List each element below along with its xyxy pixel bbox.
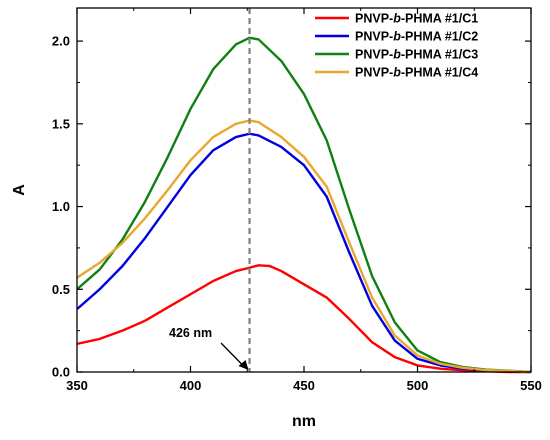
y-tick-label: 0.0	[52, 365, 70, 380]
y-tick-label: 0.5	[52, 282, 70, 297]
x-tick-label: 450	[293, 378, 315, 393]
legend-label-2: PNVP-b-PHMA #1/C2	[355, 30, 478, 44]
annotation-arrow-line	[220, 342, 244, 367]
y-tick-label: 1.0	[52, 199, 70, 214]
series-line-2	[76, 132, 532, 374]
x-tick-label: 400	[180, 378, 202, 393]
annotation-arrowhead	[238, 360, 249, 370]
x-tick-label: 550	[520, 378, 542, 393]
legend-label-4: PNVP-b-PHMA #1/C4	[355, 66, 478, 80]
y-tick-label: 1.5	[52, 116, 70, 131]
legend-label-3: PNVP-b-PHMA #1/C3	[355, 48, 478, 62]
x-tick-label: 500	[407, 378, 429, 393]
y-tick-label: 2.0	[52, 34, 70, 49]
x-axis-label: nm	[292, 413, 316, 430]
legend-label-1: PNVP-b-PHMA #1/C1	[355, 12, 478, 26]
x-tick-label: 350	[66, 378, 88, 393]
series-line-1	[76, 264, 531, 374]
y-axis-label: A	[11, 184, 28, 196]
series-line-3	[76, 36, 532, 374]
annotation-label: 426 nm	[169, 326, 212, 340]
plot-frame	[76, 7, 532, 373]
series-line-4	[76, 119, 532, 374]
